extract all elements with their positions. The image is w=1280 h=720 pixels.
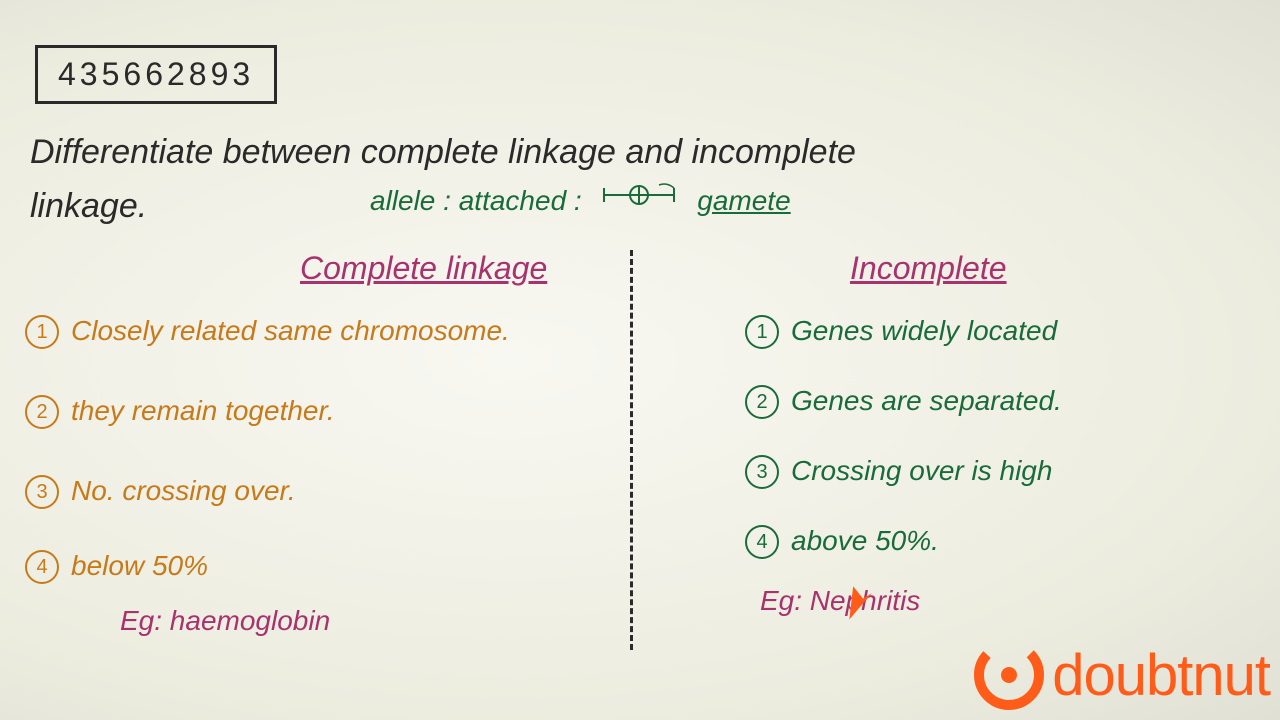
doubtnut-logo-icon: [974, 640, 1044, 710]
incomplete-header: Incomplete: [850, 250, 1007, 287]
right-point-text-1: Genes widely located: [791, 315, 1057, 347]
left-point-4: 4 below 50%: [25, 550, 208, 584]
num-circle-icon: 1: [745, 315, 779, 349]
left-point-2: 2 they remain together.: [25, 395, 335, 429]
column-divider: [630, 250, 633, 650]
right-point-3: 3 Crossing over is high: [745, 455, 1052, 489]
allele-diagram-icon: [599, 180, 679, 217]
num-circle-icon: 3: [25, 475, 59, 509]
right-point-1: 1 Genes widely located: [745, 315, 1057, 349]
left-point-text-3: No. crossing over.: [71, 475, 296, 507]
allele-post: gamete: [697, 185, 790, 216]
question-line-2: linkage.: [30, 187, 147, 225]
num-circle-icon: 1: [25, 315, 59, 349]
right-point-text-3: Crossing over is high: [791, 455, 1052, 487]
left-point-text-2: they remain together.: [71, 395, 335, 427]
num-circle-icon: 3: [745, 455, 779, 489]
left-point-text-1: Closely related same chromosome.: [71, 315, 510, 347]
question-line-1: Differentiate between complete linkage a…: [30, 133, 856, 171]
cursor-arrow-icon: [833, 575, 888, 636]
left-point-text-4: below 50%: [71, 550, 208, 582]
left-point-1: 1 Closely related same chromosome.: [25, 315, 510, 349]
allele-annotation: allele : attached : gamete: [370, 180, 791, 217]
num-circle-icon: 4: [745, 525, 779, 559]
left-point-3: 3 No. crossing over.: [25, 475, 296, 509]
logo-text: doubtnut: [1052, 642, 1270, 709]
allele-pre: allele : attached :: [370, 185, 582, 216]
num-circle-icon: 2: [745, 385, 779, 419]
complete-linkage-header: Complete linkage: [300, 250, 547, 287]
left-example: Eg: haemoglobin: [120, 605, 330, 637]
id-number-box: 435662893: [35, 45, 277, 104]
num-circle-icon: 4: [25, 550, 59, 584]
right-point-text-4: above 50%.: [791, 525, 939, 557]
right-point-2: 2 Genes are separated.: [745, 385, 1062, 419]
right-point-text-2: Genes are separated.: [791, 385, 1062, 417]
right-point-4: 4 above 50%.: [745, 525, 939, 559]
doubtnut-logo: doubtnut: [974, 640, 1270, 710]
num-circle-icon: 2: [25, 395, 59, 429]
